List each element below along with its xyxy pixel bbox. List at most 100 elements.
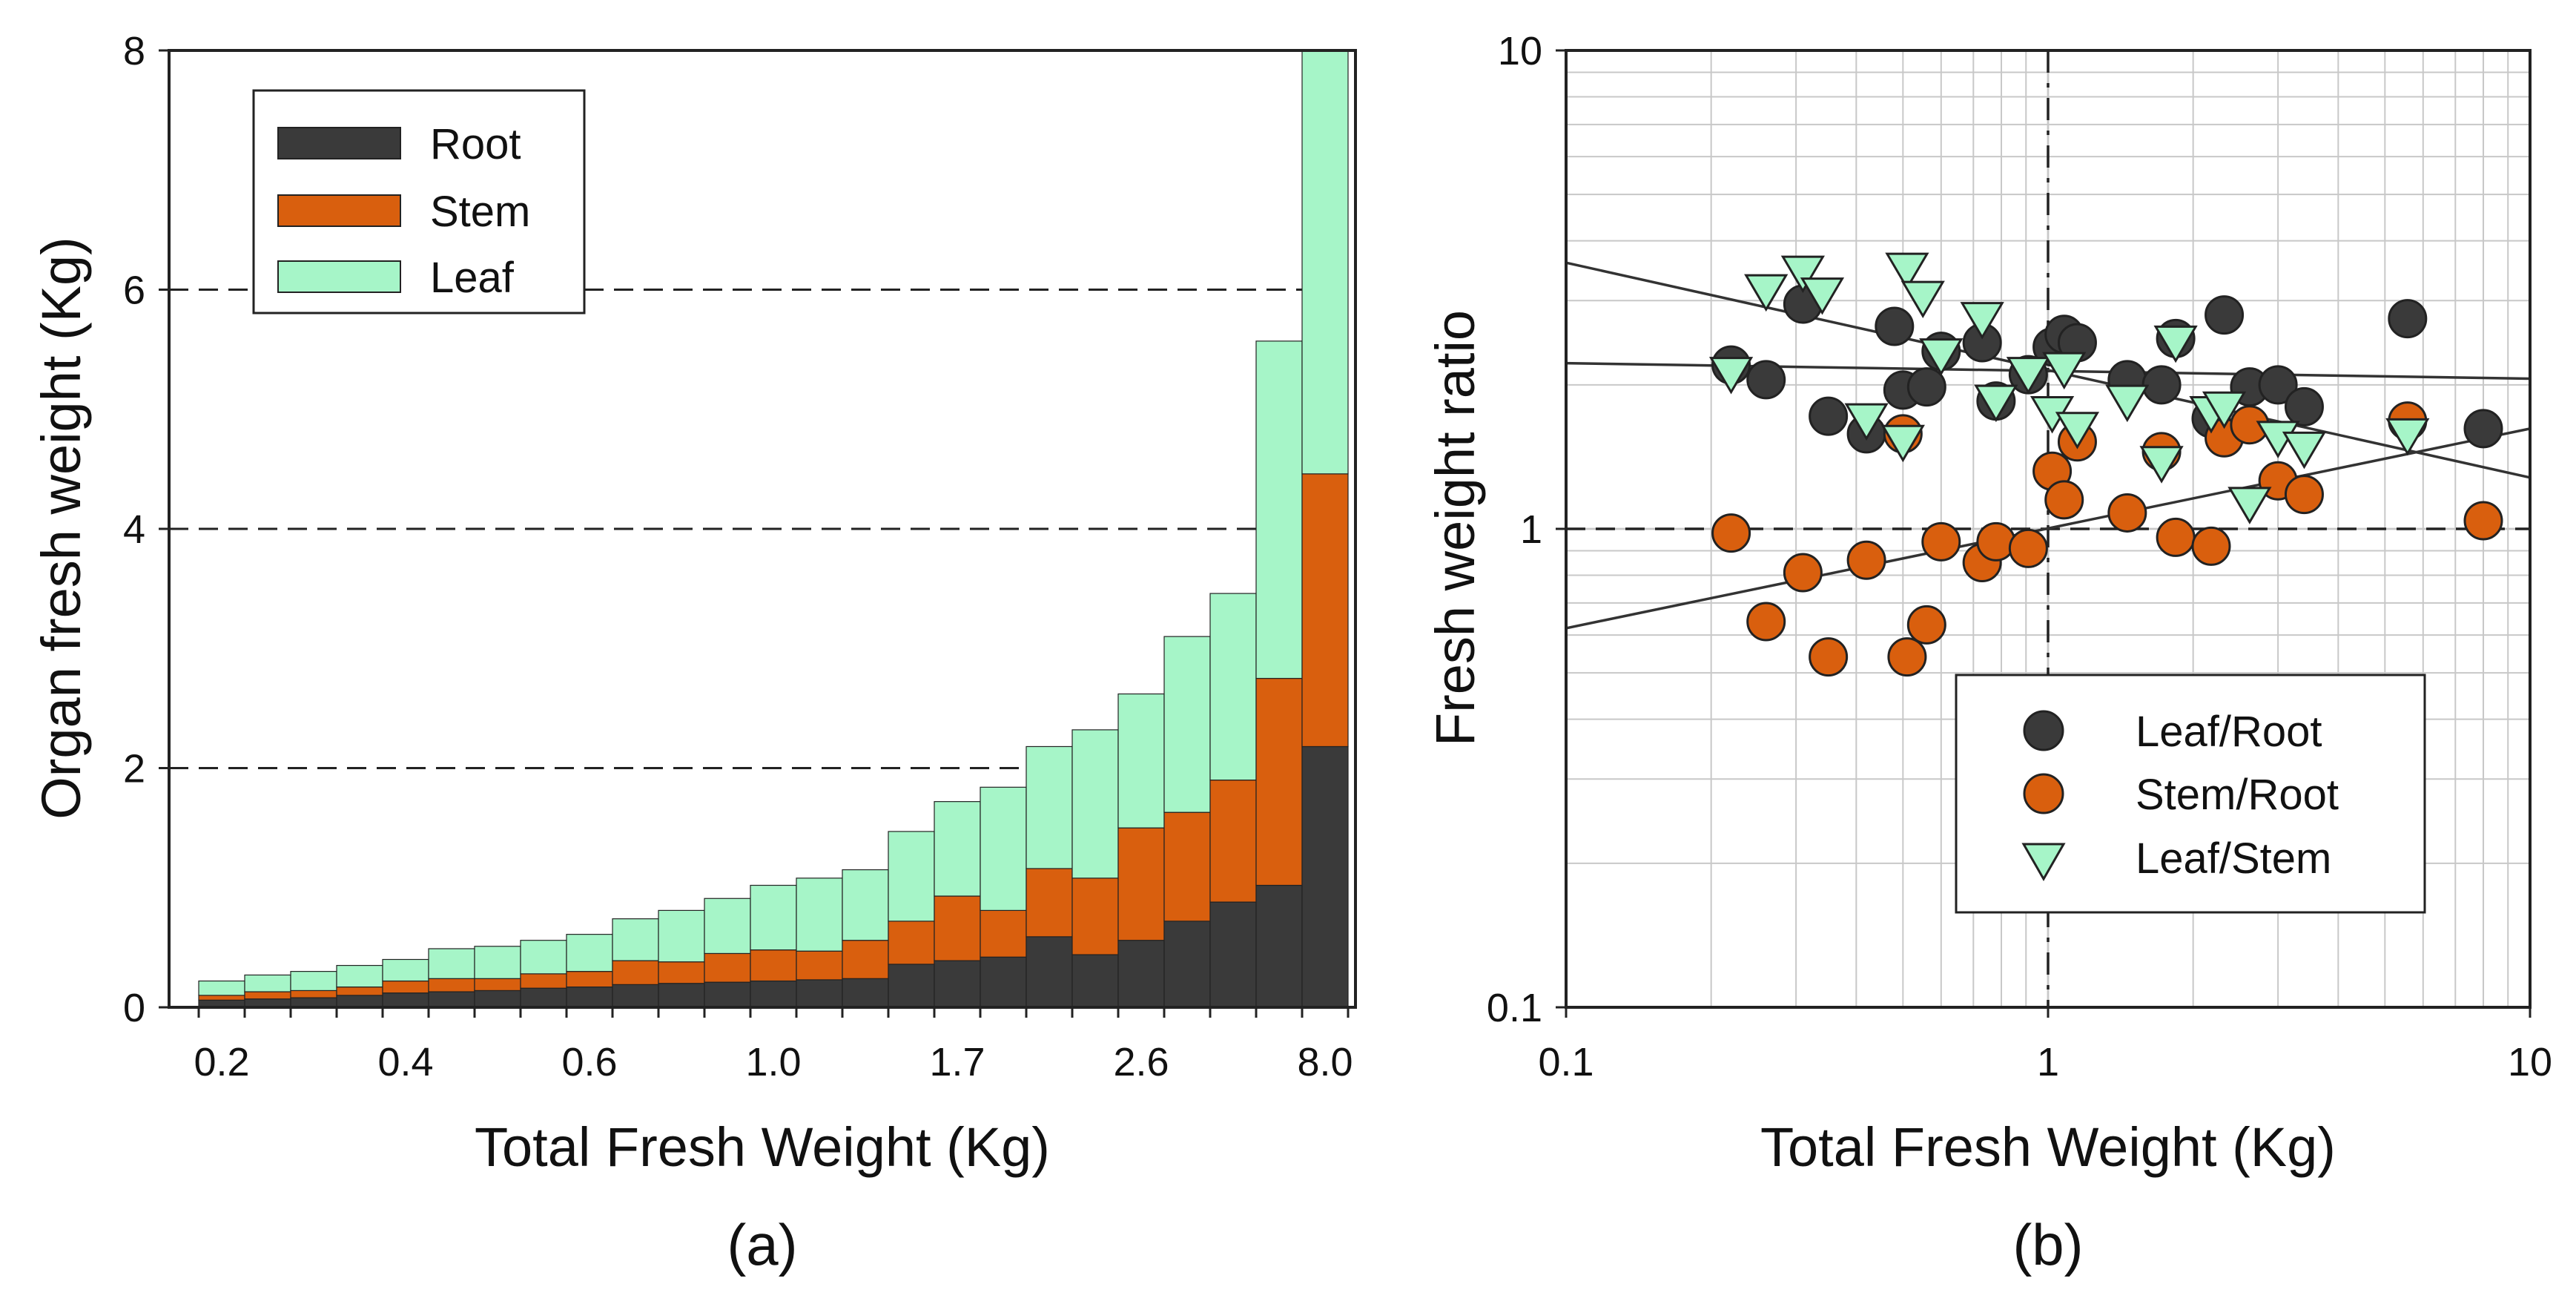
bar-root-21 [1117, 940, 1165, 1008]
bar-leaf-15 [842, 869, 889, 941]
point-leaf-root [1875, 306, 1915, 346]
point-leaf-stem [2055, 412, 2100, 450]
panel-b-label: (b) [2012, 1212, 2083, 1277]
point-leaf-stem [1885, 252, 1929, 291]
legend-swatch-leaf [277, 260, 401, 293]
bar-stem-20 [1071, 877, 1119, 955]
bar-leaf-9 [566, 934, 613, 972]
point-leaf-root [2258, 365, 2298, 405]
point-stem-root [2044, 480, 2084, 520]
bar-root-9 [566, 986, 613, 1008]
point-leaf-stem [2227, 487, 2272, 524]
bar-leaf-25 [1301, 50, 1349, 475]
bar-leaf-3 [290, 971, 337, 992]
point-leaf-stem [1919, 338, 1964, 376]
point-leaf-stem [1880, 424, 1925, 463]
point-leaf-root [1809, 396, 1849, 436]
point-leaf-stem [1800, 277, 1845, 315]
panel-a-y-axis-label: Organ fresh weight (Kg) [30, 237, 92, 820]
bar-leaf-8 [520, 940, 567, 975]
bar-stem-4 [336, 986, 383, 996]
point-leaf-root [2463, 409, 2503, 449]
bar-root-6 [428, 991, 475, 1008]
panel-a-y-tick-label: 4 [123, 507, 145, 552]
legend-label-stem-root: Stem/Root [2136, 771, 2339, 819]
point-stem-root [1783, 553, 1823, 593]
bar-leaf-24 [1255, 340, 1303, 679]
bar-root-20 [1071, 954, 1119, 1008]
bar-leaf-20 [1071, 729, 1119, 879]
bar-root-11 [658, 983, 705, 1008]
panel-b-y-axis-label: Fresh weight ratio [1424, 310, 1486, 746]
bar-root-17 [934, 960, 981, 1008]
point-leaf-stem [2282, 431, 2327, 470]
legend-label-leaf: Leaf [430, 254, 515, 302]
panel-a-x-axis: 0.2 0.4 0.6 1.0 1.7 2.6 8.0 [194, 1007, 1353, 1084]
bar-leaf-18 [980, 786, 1027, 911]
bar-stem-25 [1301, 473, 1349, 748]
panel-a-x-tick-label: 8.0 [1297, 1040, 1353, 1084]
legend-swatch-root [277, 127, 401, 159]
bar-stem-19 [1026, 868, 1073, 938]
bar-root-7 [474, 989, 521, 1008]
bar-stem-9 [566, 971, 613, 988]
point-leaf-stem [1744, 274, 1789, 312]
bar-stem-18 [980, 909, 1027, 958]
point-leaf-stem [2105, 384, 2150, 423]
point-leaf-stem [2385, 418, 2430, 456]
point-stem-root [1906, 605, 1946, 645]
bar-root-19 [1026, 936, 1073, 1008]
panel-b-x-tick-label: 1 [2037, 1040, 2059, 1084]
panel-a-x-tick-label: 2.6 [1113, 1040, 1169, 1084]
bar-stem-22 [1163, 811, 1211, 922]
point-stem-root [1976, 521, 2016, 562]
panel-b-x-tick-label: 10 [2508, 1040, 2552, 1084]
bar-root-12 [704, 981, 751, 1008]
point-stem-root [2008, 528, 2048, 568]
bar-root-13 [750, 980, 797, 1008]
panel-a-x-tick-label: 0.4 [377, 1040, 433, 1084]
panel-a-stacked-bar-chart: 0 2 4 6 8 0.2 0.4 0.6 1.0 1.7 2.6 8.0 Root Stem Le… [30, 29, 1357, 1277]
bar-root-18 [980, 956, 1027, 1008]
bar-root-4 [336, 995, 383, 1008]
panel-a-x-tick-label: 0.6 [561, 1040, 617, 1084]
bar-stem-17 [934, 895, 981, 961]
bar-root-23 [1209, 901, 1257, 1008]
point-stem-root [2107, 493, 2147, 533]
panel-b-y-tick-label: 10 [1498, 29, 1542, 73]
panel-a-label: (a) [727, 1212, 797, 1277]
bar-stem-13 [750, 949, 797, 982]
bar-root-8 [520, 987, 567, 1008]
bar-leaf-7 [474, 946, 521, 979]
bar-stem-14 [796, 950, 843, 981]
point-leaf-root [1906, 367, 1946, 407]
point-leaf-stem [1900, 280, 1945, 319]
bar-leaf-16 [888, 831, 935, 922]
point-stem-root [2156, 517, 2196, 557]
point-leaf-stem [2153, 325, 2198, 363]
bar-leaf-6 [428, 948, 475, 979]
point-leaf-root [2205, 295, 2245, 335]
bar-stem-24 [1255, 677, 1303, 886]
panel-a-y-tick-label: 6 [123, 269, 145, 313]
panel-b-points [1708, 252, 2503, 677]
point-leaf-stem [1844, 403, 1889, 441]
panel-b-x-axis-label: Total Fresh Weight (Kg) [1760, 1116, 2336, 1178]
point-leaf-root [2284, 386, 2324, 427]
bar-root-25 [1301, 745, 1349, 1008]
panel-a-legend: Root Stem Leaf [252, 89, 586, 315]
panel-a-y-tick-label: 0 [123, 986, 145, 1030]
legend-label-stem: Stem [430, 188, 530, 236]
bar-root-10 [612, 984, 659, 1008]
bar-stem-12 [704, 952, 751, 983]
bar-leaf-2 [244, 974, 291, 992]
point-stem-root [2284, 475, 2324, 515]
legend-swatch-stem [277, 194, 401, 227]
bar-stem-8 [520, 973, 567, 989]
point-leaf-stem [1708, 357, 1754, 395]
bar-stem-21 [1117, 827, 1165, 941]
point-leaf-stem [2202, 391, 2247, 429]
panel-b-scatter-chart: 0.1 1 10 0.1 1 10 Leaf/Root Stem/Root Leaf/St… [1424, 29, 2552, 1277]
bar-stem-2 [244, 991, 291, 1000]
panel-a-y-tick-label: 8 [123, 29, 145, 73]
